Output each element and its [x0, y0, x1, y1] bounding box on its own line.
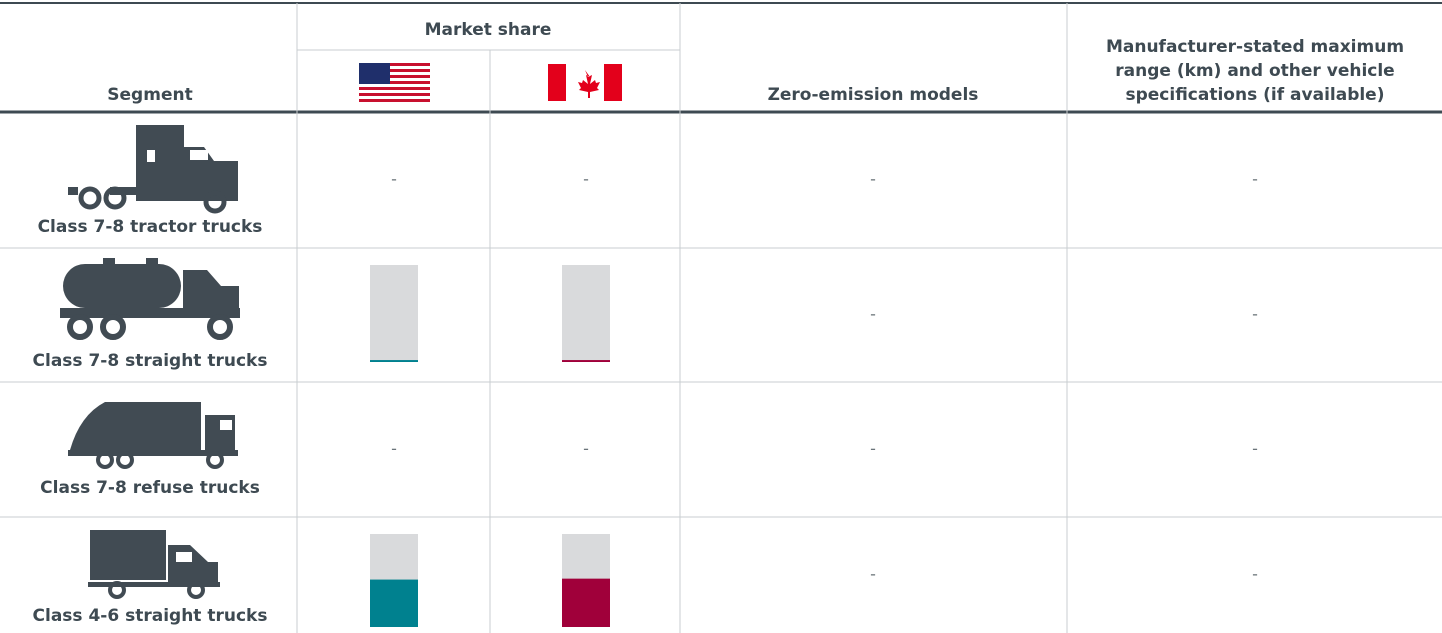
dash: -	[870, 170, 876, 189]
tractor-truck-icon	[68, 125, 238, 214]
share-bar	[562, 360, 610, 362]
share-bar	[370, 360, 418, 362]
header-segment: Segment	[107, 85, 192, 105]
box-truck-icon	[88, 530, 220, 599]
segment-label: Class 7-8 tractor trucks	[38, 217, 263, 237]
segment-label: Class 7-8 refuse trucks	[40, 478, 260, 498]
segment-label: Class 4-6 straight trucks	[33, 606, 268, 626]
header-market-share: Market share	[425, 20, 552, 40]
share-track	[562, 265, 610, 362]
refuse-truck-icon	[68, 402, 238, 469]
share-bar	[370, 579, 418, 627]
segment-label: Class 7-8 straight trucks	[33, 351, 268, 371]
share-bar	[562, 578, 610, 627]
us-flag	[359, 63, 430, 102]
header-zero-emission: Zero-emission models	[768, 85, 979, 105]
header-specs: range (km) and other vehicle	[1115, 61, 1394, 81]
dash: -	[870, 565, 876, 584]
canada-flag	[548, 64, 622, 101]
dash: -	[583, 439, 589, 458]
dash: -	[391, 439, 397, 458]
dash: -	[870, 439, 876, 458]
dash: -	[870, 305, 876, 324]
header-specs: specifications (if available)	[1125, 85, 1384, 105]
dash: -	[391, 170, 397, 189]
dash: -	[1252, 565, 1258, 584]
tanker-truck-icon	[60, 258, 240, 340]
dash: -	[1252, 170, 1258, 189]
dash: -	[583, 170, 589, 189]
dash: -	[1252, 305, 1258, 324]
header-specs: Manufacturer-stated maximum	[1106, 37, 1404, 57]
share-track	[370, 265, 418, 362]
dash: -	[1252, 439, 1258, 458]
